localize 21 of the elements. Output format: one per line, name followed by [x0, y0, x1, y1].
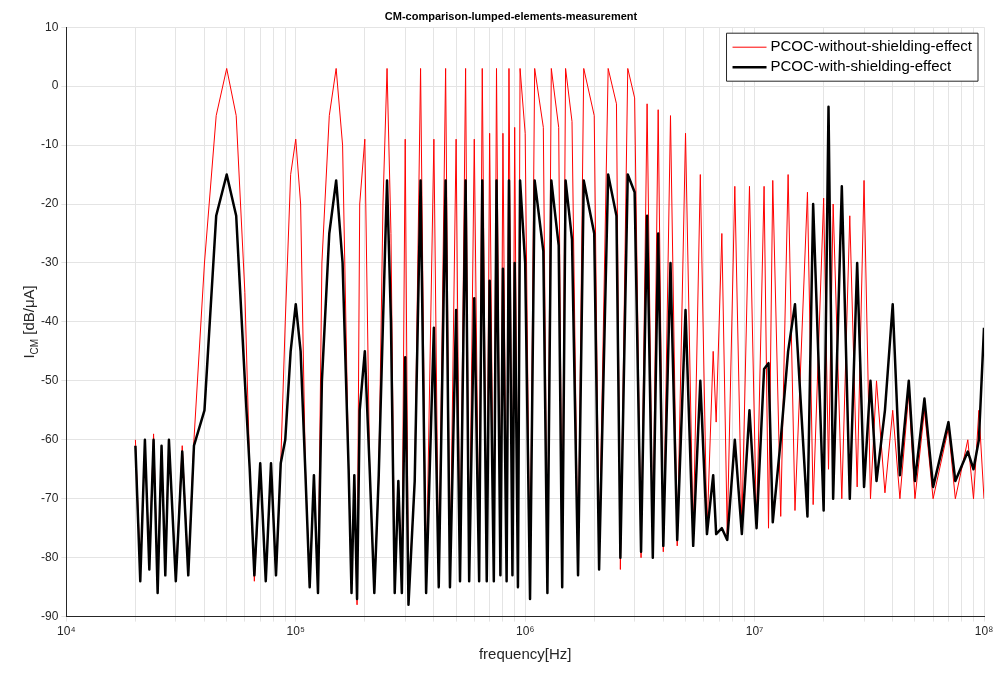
y-tick-label: -80 [41, 549, 59, 564]
x-tick-label: 10⁶ [516, 624, 535, 639]
y-tick-label: 10 [44, 19, 59, 34]
x-axis-title: frequency[Hz] [478, 645, 572, 663]
y-tick-label: -90 [41, 608, 59, 623]
y-tick-label: -60 [41, 432, 59, 447]
y-tick-label: -50 [41, 373, 59, 388]
legend-label: PCOC-without-shielding-effect [770, 37, 973, 55]
x-tick-label: 10⁸ [974, 624, 994, 639]
y-tick-label: -30 [41, 255, 59, 270]
y-tick-label: -40 [41, 314, 59, 329]
legend-label: PCOC-with-shielding-effect [770, 57, 952, 75]
x-tick-label: 10⁵ [286, 624, 305, 639]
y-tick-label: -70 [41, 491, 59, 506]
y-tick-label: -10 [41, 137, 59, 152]
y-tick-label: -20 [41, 196, 59, 211]
x-tick-label: 10⁴ [57, 624, 76, 639]
y-tick-label: 0 [51, 78, 59, 93]
x-tick-label: 10⁷ [745, 624, 764, 639]
chart-title: CM-comparison-lumped-elements-measurement [384, 9, 638, 22]
y-axis-title: ICM [dB/μA] [20, 285, 40, 359]
